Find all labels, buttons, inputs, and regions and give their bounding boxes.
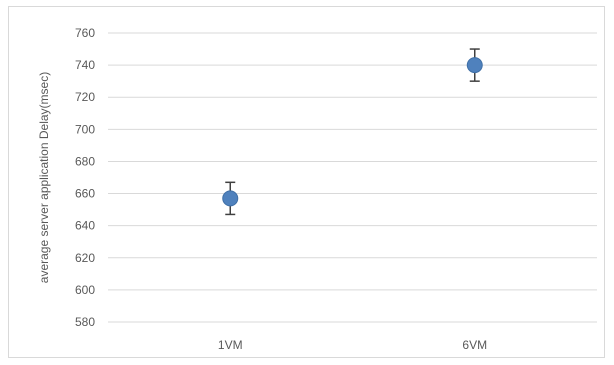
y-tick-label: 740 xyxy=(75,58,95,72)
y-tick-labels: 580 600 620 640 660 680 700 720 740 760 xyxy=(75,26,95,329)
y-tick-label: 700 xyxy=(75,122,95,136)
y-tick-label: 580 xyxy=(75,315,95,329)
y-tick-label: 680 xyxy=(75,154,95,168)
gridlines xyxy=(108,32,597,323)
y-tick-label: 600 xyxy=(75,283,95,297)
y-tick-label: 660 xyxy=(75,187,95,201)
y-tick-label: 620 xyxy=(75,251,95,265)
data-marks xyxy=(222,48,483,216)
data-point xyxy=(466,57,483,74)
x-tick-label: 6VM xyxy=(462,338,487,352)
x-tick-label: 1VM xyxy=(218,338,243,352)
y-tick-label: 640 xyxy=(75,219,95,233)
y-tick-label: 720 xyxy=(75,90,95,104)
y-tick-label: 760 xyxy=(75,26,95,40)
y-axis-title: average server application Delay(msec) xyxy=(37,72,51,283)
x-tick-labels: 1VM 6VM xyxy=(218,338,487,352)
data-point xyxy=(222,190,239,207)
